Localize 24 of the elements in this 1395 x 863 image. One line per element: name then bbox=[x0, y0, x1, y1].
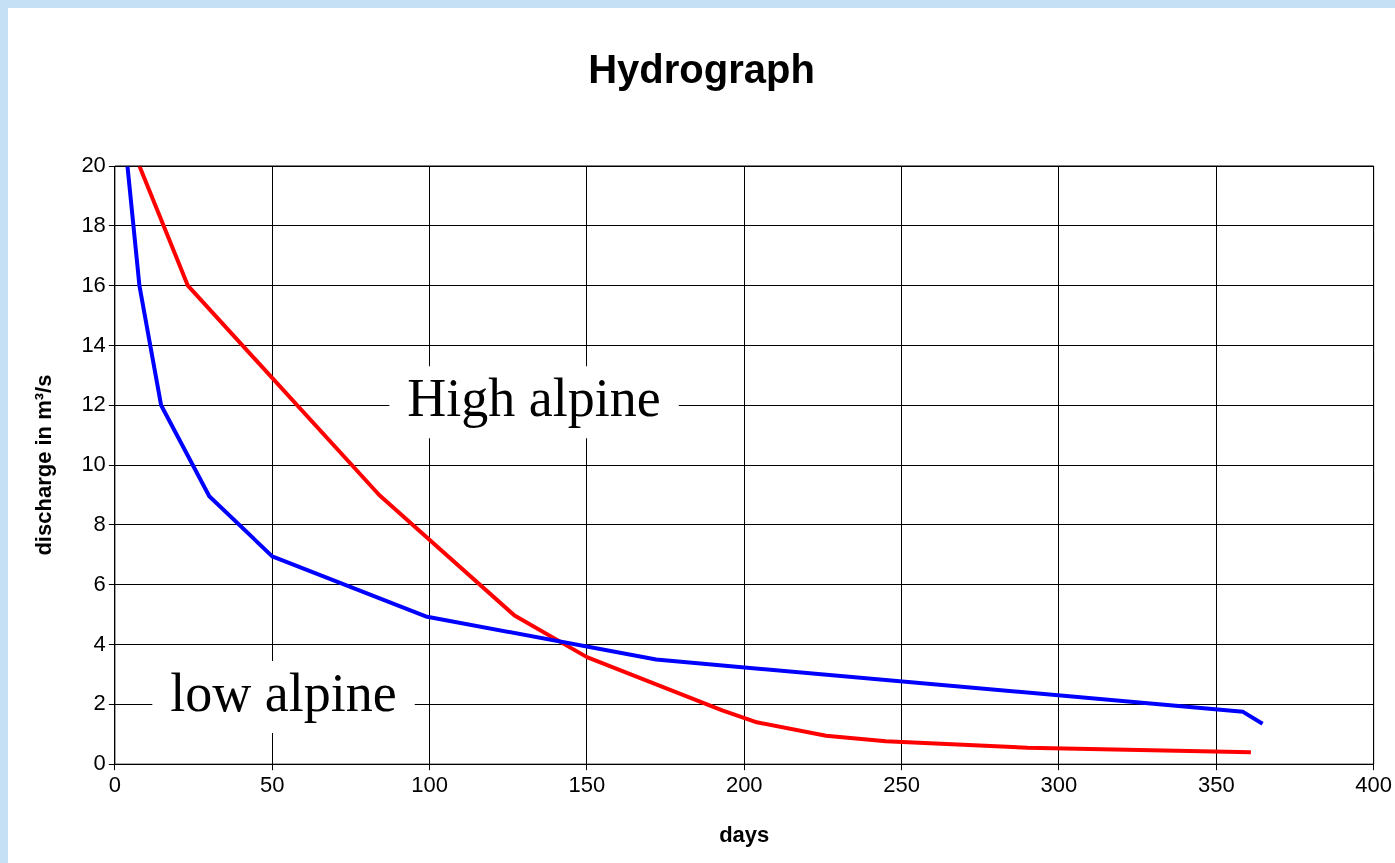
y-axis-title: discharge in m³/s bbox=[31, 374, 57, 556]
y-tick-label: 16 bbox=[81, 271, 106, 297]
x-axis-title: days bbox=[719, 821, 770, 847]
y-tick-label: 18 bbox=[81, 211, 106, 237]
annotation: low alpine bbox=[170, 663, 397, 724]
y-tick-label: 6 bbox=[93, 570, 106, 596]
x-tick-label: 50 bbox=[259, 772, 285, 798]
x-tick-label: 400 bbox=[1355, 772, 1393, 798]
x-tick-label: 250 bbox=[883, 772, 920, 798]
x-tick-label: 350 bbox=[1197, 772, 1235, 798]
y-tick-label: 12 bbox=[81, 391, 106, 417]
y-tick-label: 4 bbox=[93, 630, 106, 656]
y-tick-label: 10 bbox=[81, 451, 106, 477]
y-tick-label: 20 bbox=[81, 152, 106, 178]
x-tick-label: 100 bbox=[411, 772, 448, 798]
x-tick-label: 200 bbox=[725, 772, 763, 798]
chart-title: Hydrograph bbox=[588, 47, 815, 92]
x-tick-label: 300 bbox=[1040, 772, 1078, 798]
y-tick-label: 14 bbox=[81, 331, 106, 357]
y-tick-label: 0 bbox=[93, 750, 106, 776]
y-tick-label: 8 bbox=[93, 510, 106, 536]
y-tick-label: 2 bbox=[93, 690, 106, 716]
annotation: High alpine bbox=[407, 368, 661, 429]
x-tick-label: 150 bbox=[568, 772, 606, 798]
